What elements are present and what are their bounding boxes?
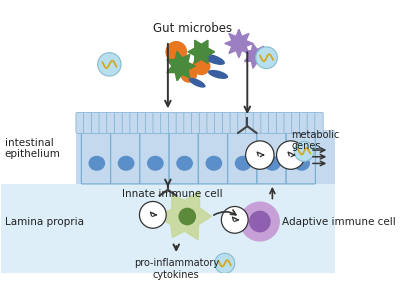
FancyBboxPatch shape	[284, 112, 292, 133]
FancyBboxPatch shape	[230, 112, 238, 133]
FancyBboxPatch shape	[292, 112, 300, 133]
Circle shape	[215, 253, 235, 273]
FancyBboxPatch shape	[99, 112, 108, 133]
FancyBboxPatch shape	[91, 112, 100, 133]
Text: pro-inflammatory
cytokines: pro-inflammatory cytokines	[134, 258, 219, 280]
FancyBboxPatch shape	[253, 112, 262, 133]
Circle shape	[221, 207, 248, 233]
FancyBboxPatch shape	[222, 112, 231, 133]
FancyBboxPatch shape	[192, 112, 200, 133]
Circle shape	[165, 41, 187, 63]
FancyBboxPatch shape	[184, 112, 192, 133]
FancyBboxPatch shape	[307, 112, 316, 133]
Ellipse shape	[264, 156, 281, 171]
FancyBboxPatch shape	[107, 112, 115, 133]
Text: Adaptive immune cell: Adaptive immune cell	[282, 217, 396, 226]
Ellipse shape	[176, 156, 193, 171]
Ellipse shape	[293, 156, 310, 171]
FancyBboxPatch shape	[161, 112, 169, 133]
Text: intestinal
epithelium: intestinal epithelium	[5, 138, 61, 159]
FancyBboxPatch shape	[238, 112, 246, 133]
FancyBboxPatch shape	[276, 112, 285, 133]
FancyBboxPatch shape	[257, 131, 286, 184]
Circle shape	[294, 141, 314, 161]
FancyBboxPatch shape	[268, 112, 277, 133]
Polygon shape	[244, 44, 268, 68]
Ellipse shape	[208, 70, 228, 79]
Circle shape	[249, 211, 271, 233]
FancyBboxPatch shape	[300, 112, 308, 133]
Circle shape	[192, 57, 210, 75]
FancyBboxPatch shape	[315, 112, 323, 133]
FancyBboxPatch shape	[215, 112, 223, 133]
Text: metabolic
genes: metabolic genes	[292, 130, 340, 151]
FancyBboxPatch shape	[176, 112, 184, 133]
Polygon shape	[156, 191, 211, 240]
Text: Gut microbes: Gut microbes	[153, 22, 232, 35]
FancyBboxPatch shape	[286, 131, 316, 184]
FancyBboxPatch shape	[246, 112, 254, 133]
Text: Innate immune cell: Innate immune cell	[122, 189, 222, 199]
FancyBboxPatch shape	[153, 112, 161, 133]
Circle shape	[180, 66, 197, 83]
Ellipse shape	[118, 156, 134, 171]
FancyBboxPatch shape	[1, 184, 335, 273]
Ellipse shape	[147, 156, 164, 171]
FancyBboxPatch shape	[122, 112, 130, 133]
FancyBboxPatch shape	[199, 112, 208, 133]
Polygon shape	[225, 29, 253, 58]
Ellipse shape	[88, 156, 105, 171]
Circle shape	[140, 201, 166, 228]
Ellipse shape	[206, 156, 222, 171]
Circle shape	[240, 201, 280, 242]
FancyBboxPatch shape	[111, 131, 140, 184]
FancyBboxPatch shape	[114, 112, 123, 133]
Polygon shape	[188, 40, 215, 63]
FancyBboxPatch shape	[84, 112, 92, 133]
Circle shape	[246, 141, 274, 169]
Polygon shape	[167, 51, 196, 81]
FancyBboxPatch shape	[261, 112, 269, 133]
Ellipse shape	[203, 54, 225, 65]
Ellipse shape	[189, 78, 206, 88]
FancyBboxPatch shape	[76, 130, 335, 184]
FancyBboxPatch shape	[140, 131, 169, 184]
Circle shape	[256, 47, 277, 69]
FancyBboxPatch shape	[207, 112, 215, 133]
Text: Lamina propria: Lamina propria	[5, 217, 84, 226]
FancyBboxPatch shape	[168, 112, 177, 133]
FancyBboxPatch shape	[198, 131, 228, 184]
Circle shape	[98, 53, 121, 76]
FancyBboxPatch shape	[130, 112, 138, 133]
FancyBboxPatch shape	[81, 131, 111, 184]
FancyBboxPatch shape	[145, 112, 154, 133]
Circle shape	[178, 208, 196, 225]
FancyBboxPatch shape	[138, 112, 146, 133]
FancyBboxPatch shape	[169, 131, 198, 184]
Ellipse shape	[235, 156, 252, 171]
Circle shape	[276, 141, 305, 169]
FancyBboxPatch shape	[76, 112, 84, 133]
FancyBboxPatch shape	[228, 131, 257, 184]
